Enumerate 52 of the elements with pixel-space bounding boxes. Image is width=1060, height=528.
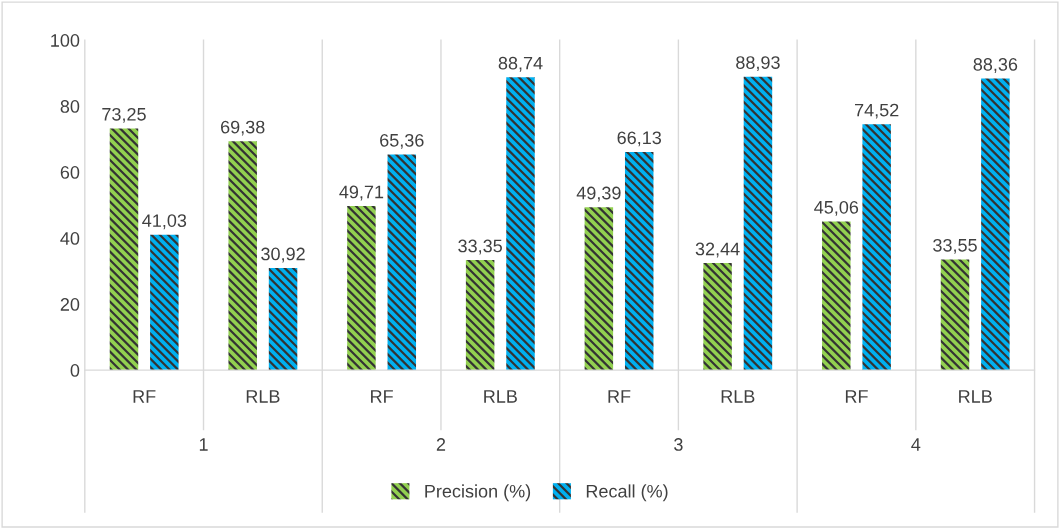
data-label: 65,36 [380, 133, 424, 149]
text: 1 [199, 438, 208, 451]
bar [862, 124, 891, 371]
bar [743, 76, 773, 371]
data-label: 45,06 [814, 200, 859, 216]
data-label: 73,25 [102, 107, 146, 123]
x-tick-label: RLB [959, 390, 992, 403]
x-tick-label: RLB [484, 390, 517, 403]
x-tick-label: RLB [246, 390, 280, 403]
data-label: 33,55 [933, 238, 977, 254]
x-tick-label: RF [133, 390, 156, 403]
data-label: 69,38 [221, 120, 265, 136]
data-label: 41,03 [142, 214, 187, 230]
bar [822, 221, 851, 371]
bar [506, 77, 535, 371]
text: 4 [911, 438, 921, 451]
data-label: 30,92 [261, 247, 305, 263]
data-label: 66,13 [617, 131, 662, 147]
data-label: 49,39 [576, 186, 621, 202]
data-label: 88,74 [498, 56, 543, 72]
bar [109, 128, 139, 371]
x-tick-label: RLB [721, 390, 755, 403]
data-label: 88,93 [736, 56, 780, 72]
legend-label: Recall (%) [586, 484, 668, 502]
y-tick-label: 100 [51, 34, 80, 47]
x-tick-label: RF [371, 390, 393, 403]
bar [940, 259, 970, 371]
bar [703, 263, 732, 371]
bar [465, 260, 495, 371]
text: 2 [436, 438, 446, 451]
y-tick-label: 0 [70, 364, 80, 377]
bar [228, 141, 257, 371]
data-label: 88,36 [973, 58, 1018, 73]
bar [150, 234, 179, 371]
y-tick-label: 80 [60, 100, 80, 113]
bar [624, 151, 654, 371]
legend-label: Precision (%) [425, 484, 531, 502]
data-label: 74,52 [855, 103, 899, 119]
data-label: 33,35 [458, 239, 502, 255]
data-label: 49,71 [339, 185, 384, 201]
x-tick-label: RF [845, 390, 868, 403]
x-tick-label: RF [608, 390, 631, 403]
y-tick-label: 20 [60, 298, 80, 311]
bar [268, 268, 298, 371]
data-label: 32,44 [695, 242, 740, 258]
bar [584, 207, 614, 371]
bar [387, 154, 417, 371]
y-tick-label: 60 [60, 166, 80, 179]
bar [347, 206, 376, 371]
y-tick-label: 40 [60, 232, 80, 245]
text: 3 [674, 438, 683, 451]
bar [981, 78, 1010, 371]
